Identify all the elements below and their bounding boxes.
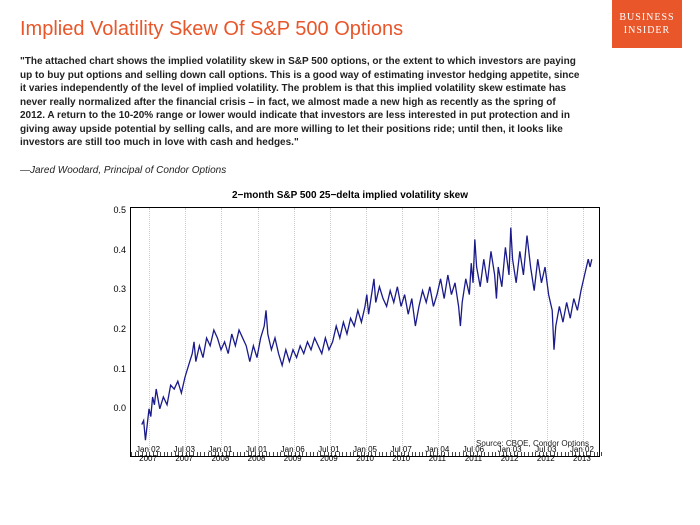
business-insider-logo: BUSINESS INSIDER — [612, 0, 682, 48]
y-axis-labels: 0.0 0.1 0.2 0.3 0.4 0.5 — [100, 190, 126, 440]
x-tick-label: Jul 01 2009 — [318, 446, 339, 464]
plot-area: Source: CBOE, Condor Options — [130, 207, 600, 457]
attribution: —Jared Woodard, Principal of Condor Opti… — [20, 165, 226, 176]
x-axis-labels: Jan 02 2007 Jul 03 2007 Jan 01 2008 Jul 01 … — [130, 446, 600, 476]
quote-text: "The attached chart shows the implied vo… — [20, 55, 580, 150]
logo-line2: INSIDER — [624, 24, 670, 37]
x-tick-label: Jan 06 2009 — [281, 446, 305, 464]
chart-title: 2−month S&P 500 25−delta implied volatil… — [100, 190, 600, 201]
logo-line1: BUSINESS — [619, 11, 674, 24]
x-tick-label: Jul 01 2008 — [246, 446, 267, 464]
x-tick-label: Jan 03 2012 — [498, 446, 522, 464]
x-tick-label: Jan 04 2011 — [425, 446, 449, 464]
x-tick-label: Jul 03 2007 — [174, 446, 195, 464]
y-tick-label: 0.1 — [100, 364, 126, 374]
x-tick-label: Jan 05 2010 — [353, 446, 377, 464]
y-tick-label: 0.0 — [100, 403, 126, 413]
x-tick-label: Jan 02 2007 — [136, 446, 160, 464]
x-tick-label: Jan 01 2008 — [208, 446, 232, 464]
rug-tick — [601, 452, 602, 456]
y-tick-label: 0.4 — [100, 245, 126, 255]
y-tick-label: 0.3 — [100, 284, 126, 294]
x-tick-label: Jan 02 2013 — [570, 446, 594, 464]
y-tick-label: 0.5 — [100, 205, 126, 215]
y-tick-label: 0.2 — [100, 324, 126, 334]
x-tick-label: Jul 06 2011 — [463, 446, 484, 464]
x-tick-label: Jul 03 2012 — [535, 446, 556, 464]
volatility-line — [142, 228, 592, 441]
x-tick-label: Jul 07 2010 — [390, 446, 411, 464]
line-chart-svg — [131, 208, 599, 456]
page-title: Implied Volatility Skew Of S&P 500 Optio… — [20, 18, 403, 41]
chart-container: 2−month S&P 500 25−delta implied volatil… — [100, 190, 600, 457]
